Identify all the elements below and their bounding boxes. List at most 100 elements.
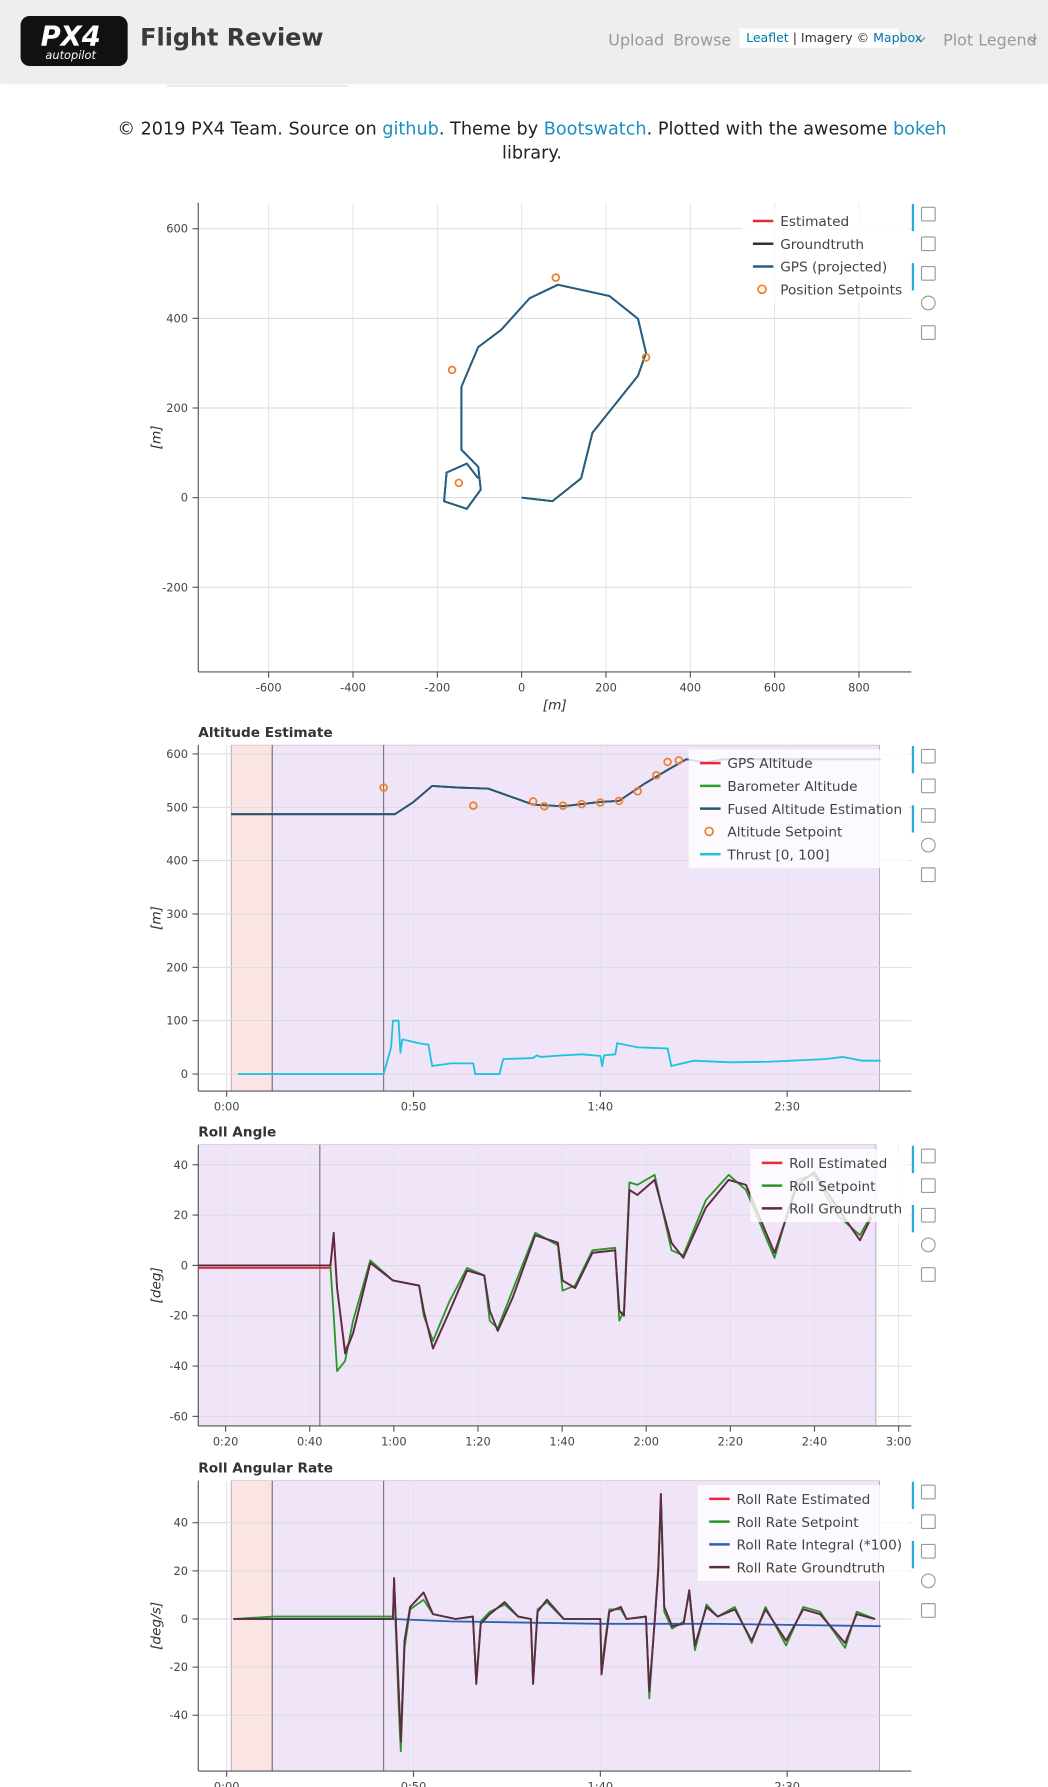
x-axis-label: [m]: [543, 698, 567, 714]
toolbar-reset[interactable]: [920, 295, 936, 311]
toolbar-active: [911, 1481, 915, 1510]
flight-mode-region: [230, 744, 273, 1092]
legend-label[interactable]: GPS (projected): [780, 260, 887, 276]
footer-line: © 2019 PX4 Team. Source on github. Theme…: [117, 119, 946, 139]
x-tick-label: 0:00: [214, 1779, 240, 1787]
series-line: [198, 1173, 873, 1373]
legend-label[interactable]: Roll Groundtruth: [789, 1202, 902, 1218]
x-tick-label: 0:50: [401, 1779, 427, 1787]
toolbar-wheel-zoom[interactable]: [920, 808, 936, 823]
x-tick-label: 1:00: [381, 1434, 407, 1448]
x-tick-label: 200: [595, 680, 617, 694]
x-tick-label: 0:20: [213, 1434, 239, 1448]
y-tick-label: 500: [166, 800, 188, 814]
toolbar-box-zoom[interactable]: [920, 778, 936, 794]
attribution-link[interactable]: Mapbox: [873, 30, 922, 45]
toolbar-reset[interactable]: [920, 1573, 936, 1589]
nav-dropdown[interactable]: Plot Legend: [943, 31, 1037, 50]
toolbar-pan[interactable]: [920, 748, 936, 764]
legend-label[interactable]: Roll Setpoint: [789, 1179, 876, 1195]
toolbar-reset[interactable]: [920, 837, 936, 853]
toolbar-active: [911, 805, 915, 833]
logo-badge[interactable]: [20, 15, 128, 67]
y-tick-label: -60: [169, 1409, 188, 1423]
toolbar-active: [911, 263, 915, 291]
x-tick-label: 400: [679, 680, 701, 694]
x-tick-label: 600: [764, 680, 786, 694]
toolbar-save[interactable]: [920, 325, 936, 340]
toolbar-pan[interactable]: [920, 1148, 936, 1164]
footer-link[interactable]: github: [382, 119, 439, 139]
y-tick-label: 20: [174, 1564, 188, 1578]
legend-label[interactable]: Roll Rate Groundtruth: [737, 1560, 886, 1576]
toolbar-pan[interactable]: [920, 206, 936, 222]
chart-title: Roll Angle: [198, 1125, 276, 1141]
toolbar-save[interactable]: [920, 1603, 936, 1618]
legend-label[interactable]: Fused Altitude Estimation: [727, 802, 902, 818]
toolbar-wheel-zoom[interactable]: [920, 1207, 936, 1223]
y-tick-label: 400: [166, 311, 188, 325]
setpoint-marker: [379, 783, 388, 792]
toolbar-pan[interactable]: [920, 1484, 936, 1500]
footer-link[interactable]: bokeh: [893, 119, 947, 139]
brand-title[interactable]: Flight Review: [140, 24, 323, 52]
y-tick-label: 200: [166, 960, 188, 974]
legend-label[interactable]: Roll Rate Integral (*100): [737, 1538, 903, 1554]
toolbar-save[interactable]: [920, 867, 936, 883]
y-tick-label: -40: [169, 1359, 188, 1373]
setpoint-marker: [551, 273, 561, 282]
x-tick-label: 2:30: [774, 1099, 800, 1113]
legend-label[interactable]: Position Setpoints: [780, 282, 902, 298]
y-tick-label: 0: [181, 1067, 188, 1081]
legend-label[interactable]: Barometer Altitude: [727, 779, 857, 795]
series-line: [443, 283, 647, 510]
legend-swatch: [704, 826, 715, 837]
setpoint-marker: [454, 478, 464, 488]
y-tick-label: 600: [166, 222, 188, 236]
toolbar-reset[interactable]: [920, 1237, 936, 1253]
footer-text: . Plotted with the awesome: [647, 119, 893, 139]
toolbar-box-zoom[interactable]: [920, 1514, 936, 1530]
toolbar-box-zoom[interactable]: [920, 1178, 936, 1194]
toolbar-save[interactable]: [920, 1267, 936, 1282]
y-tick-label: -200: [162, 580, 188, 594]
chart: 0 100 200 300 400 500 600 0:00 0:50 1:40 2:30 Altit…: [149, 725, 936, 1113]
legend-label[interactable]: Altitude Setpoint: [727, 825, 843, 841]
legend-label[interactable]: Roll Estimated: [789, 1156, 887, 1172]
attribution-link[interactable]: Leaflet: [746, 30, 789, 45]
setpoint-marker: [663, 757, 672, 767]
dropdown-caret: [916, 37, 926, 43]
toolbar-box-zoom[interactable]: [920, 236, 936, 252]
legend-label[interactable]: GPS Altitude: [727, 756, 812, 772]
y-tick-label: 40: [174, 1516, 188, 1530]
legend-label[interactable]: Roll Rate Setpoint: [737, 1515, 860, 1531]
toolbar-active: [911, 1205, 915, 1233]
legend-label[interactable]: Thrust [0, 100]: [726, 847, 829, 863]
toolbar-active: [911, 746, 915, 774]
legend-label[interactable]: Estimated: [780, 214, 849, 230]
footer-link[interactable]: Bootswatch: [544, 119, 647, 139]
chart: -40 -20 0 20 40 0:00 0:50 1:40 2:30 Roll Angular …: [149, 1461, 936, 1787]
toolbar-wheel-zoom[interactable]: [920, 1543, 936, 1559]
map-attribution-box: [739, 28, 899, 48]
y-axis-label: [deg/s]: [149, 1602, 165, 1650]
legend-label[interactable]: Groundtruth: [780, 237, 864, 253]
y-tick-label: 0: [181, 1612, 188, 1626]
legend-background: [741, 207, 909, 303]
toolbar-active: [911, 1540, 915, 1569]
setpoint-marker: [652, 771, 661, 780]
x-tick-label: 1:20: [465, 1434, 491, 1448]
nav-link[interactable]: Upload: [608, 31, 664, 50]
series-layer: [233, 1492, 881, 1753]
x-tick-label: 2:00: [633, 1434, 659, 1448]
dropdown-caret: [1028, 37, 1038, 43]
y-axis-label: [m]: [149, 425, 165, 449]
logo-text: PX4: [41, 22, 101, 53]
legend-label[interactable]: Roll Rate Estimated: [737, 1492, 871, 1508]
setpoint-marker: [528, 797, 538, 806]
nav-link[interactable]: Browse: [673, 31, 731, 50]
y-tick-label: 40: [174, 1158, 188, 1172]
toolbar-wheel-zoom[interactable]: [920, 265, 936, 281]
y-tick-label: 300: [166, 907, 188, 921]
